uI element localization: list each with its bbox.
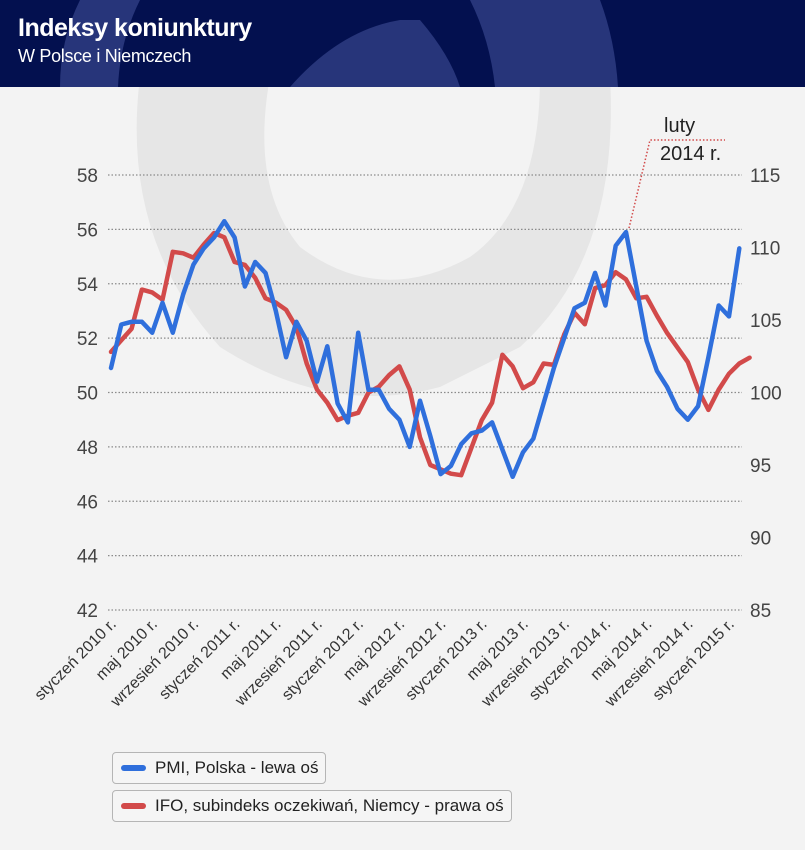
y-left-tick-label: 58 [77, 166, 98, 187]
y-left-tick-label: 52 [77, 329, 98, 350]
y-left-tick-label: 42 [77, 601, 98, 622]
y-left-tick-label: 46 [77, 492, 98, 513]
series-group [108, 218, 752, 480]
grid-lines [108, 174, 742, 611]
y-right-tick-label: 85 [750, 601, 771, 622]
y-right-tick-label: 105 [750, 311, 782, 332]
y-right-tick-label: 95 [750, 456, 771, 477]
y-right-tick-label: 90 [750, 529, 771, 550]
y-left-tick-label: 50 [77, 384, 98, 405]
header-decoration [60, 0, 618, 87]
watermark-shape [136, 87, 611, 396]
y-right-tick-label: 100 [750, 384, 782, 405]
legend-label-pmi: PMI, Polska - lewa oś [155, 758, 319, 777]
legend-swatch-ifo [121, 803, 146, 809]
chart-subtitle: W Polsce i Niemczech [18, 46, 192, 66]
y-left-tick-label: 56 [77, 220, 98, 241]
y-right-tick-label: 115 [750, 166, 780, 187]
y-left-tick-label: 44 [77, 547, 99, 568]
y-left-tick-label: 48 [77, 438, 98, 459]
y-right-tick-label: 110 [750, 239, 780, 260]
legend-item-ifo: IFO, subindeks oczekiwań, Niemcy - prawa… [112, 790, 512, 822]
x-axis: styczeń 2010 r.maj 2010 r.wrzesień 2010 … [32, 616, 738, 711]
annotation: luty 2014 r. [628, 115, 725, 229]
background-watermark [136, 87, 611, 396]
y-axis-left: 42 44 46 48 50 52 54 56 58 [77, 166, 99, 622]
legend-item-pmi: PMI, Polska - lewa oś [112, 752, 327, 784]
legend-swatch-pmi [121, 765, 146, 771]
header-banner: Indeksy koniunktury W Polsce i Niemczech [0, 0, 805, 87]
legend-label-ifo: IFO, subindeks oczekiwań, Niemcy - prawa… [155, 796, 504, 815]
annotation-leader-line [628, 139, 725, 229]
y-left-tick-label: 54 [77, 275, 99, 296]
series-line-pmi [108, 218, 742, 480]
annotation-label-line2: 2014 r. [660, 143, 721, 165]
line-chart: 42 44 46 48 50 52 54 56 58 85 90 95 100 105 110 115 st… [32, 87, 782, 711]
y-axis-right: 85 90 95 100 105 110 115 [750, 166, 782, 622]
chart-title: Indeksy koniunktury [18, 14, 252, 42]
annotation-label-line1: luty [664, 115, 695, 137]
